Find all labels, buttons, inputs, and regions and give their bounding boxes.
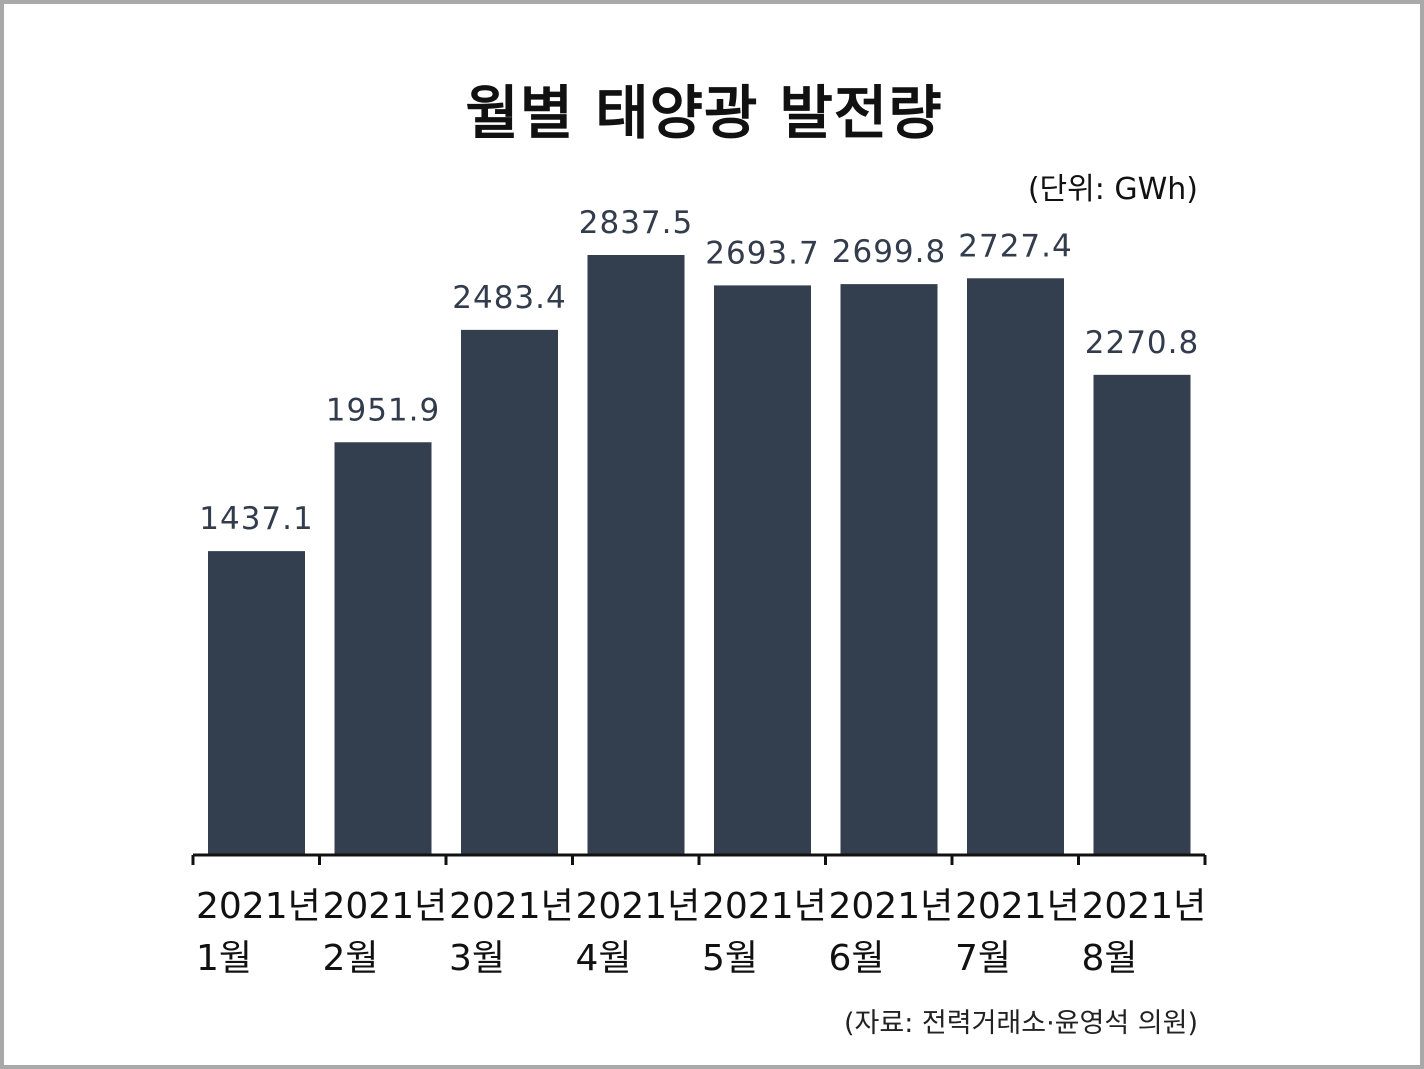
category-label-year-6: 2021년	[829, 886, 954, 927]
bar-8	[1093, 374, 1191, 855]
value-label-4: 2837.5	[579, 205, 693, 241]
unit-label: (단위: GWh)	[1027, 172, 1198, 207]
category-label-year-5: 2021년	[702, 886, 827, 927]
category-label-year-3: 2021년	[449, 886, 574, 927]
category-label-month-7: 7월	[955, 938, 1011, 979]
value-label-5: 2693.7	[705, 235, 819, 271]
value-label-8: 2270.8	[1085, 325, 1199, 361]
value-label-3: 2483.4	[452, 280, 566, 316]
bar-1	[208, 551, 305, 855]
category-label-month-4: 4월	[576, 938, 632, 979]
value-label-7: 2727.4	[958, 228, 1072, 264]
category-label-month-8: 8월	[1082, 938, 1138, 979]
chart-title: 월별 태양광 발전량	[465, 79, 943, 147]
bar-3	[461, 329, 558, 856]
category-label-year-7: 2021년	[955, 886, 1080, 927]
value-label-1: 1437.1	[199, 501, 313, 537]
category-label-year-1: 2021년	[196, 886, 321, 927]
category-label-year-8: 2021년	[1082, 886, 1207, 927]
category-label-month-6: 6월	[829, 938, 885, 979]
category-label-month-5: 5월	[702, 938, 758, 979]
category-label-month-3: 3월	[449, 938, 505, 979]
bar-5	[714, 285, 811, 855]
bar-7	[967, 278, 1064, 855]
category-label-year-2: 2021년	[323, 886, 448, 927]
value-label-2: 1951.9	[326, 392, 440, 428]
category-label-month-2: 2월	[323, 938, 379, 979]
bar-2	[334, 442, 432, 855]
bar-4	[587, 255, 685, 855]
value-label-6: 2699.8	[832, 234, 946, 270]
source-label: (자료: 전력거래소·윤영석 의원)	[844, 1008, 1198, 1039]
bar-6	[840, 284, 938, 855]
category-label-month-1: 1월	[196, 938, 252, 979]
category-label-year-4: 2021년	[576, 886, 701, 927]
